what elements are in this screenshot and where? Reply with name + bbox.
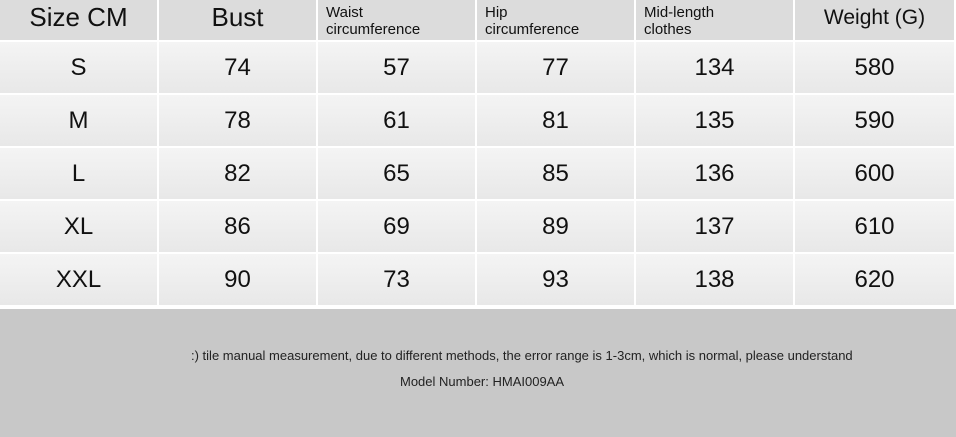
value-cell: 86 [159,201,316,252]
model-number: Model Number: HMAI009AA [400,374,565,389]
value-cell: 65 [318,148,475,199]
value-cell: 85 [477,148,634,199]
value-cell: 136 [636,148,793,199]
value-cell: 580 [795,42,954,93]
size-cell: XXL [0,254,157,305]
note: :) tile manual measurement, due to diffe… [191,348,853,363]
size-cell: M [0,95,157,146]
size-cell: L [0,148,157,199]
header-cell: Waist circumference [318,0,475,40]
header-text: Mid-length clothes [644,4,715,38]
value-cell: 600 [795,148,954,199]
value-cell: 138 [636,254,793,305]
header-cell: Size CM [0,0,157,40]
value-cell: 78 [159,95,316,146]
value-cell: 74 [159,42,316,93]
value-cell: 134 [636,42,793,93]
value-cell: 590 [795,95,954,146]
header-cell: Bust [159,0,316,40]
value-cell: 77 [477,42,634,93]
value-cell: 69 [318,201,475,252]
size-cell: S [0,42,157,93]
value-cell: 73 [318,254,475,305]
value-cell: 620 [795,254,954,305]
footer: :) tile manual measurement, due to diffe… [0,309,956,437]
header-cell: Hip circumference [477,0,634,40]
header-text: Hip circumference [485,4,580,38]
header-cell: Weight (G) [795,0,954,40]
header-text: Waist circumference [326,4,421,38]
value-cell: 61 [318,95,475,146]
value-cell: 89 [477,201,634,252]
value-cell: 610 [795,201,954,252]
header-cell: Mid-length clothes [636,0,793,40]
value-cell: 93 [477,254,634,305]
value-cell: 135 [636,95,793,146]
value-cell: 81 [477,95,634,146]
value-cell: 57 [318,42,475,93]
size-cell: XL [0,201,157,252]
value-cell: 82 [159,148,316,199]
value-cell: 90 [159,254,316,305]
value-cell: 137 [636,201,793,252]
